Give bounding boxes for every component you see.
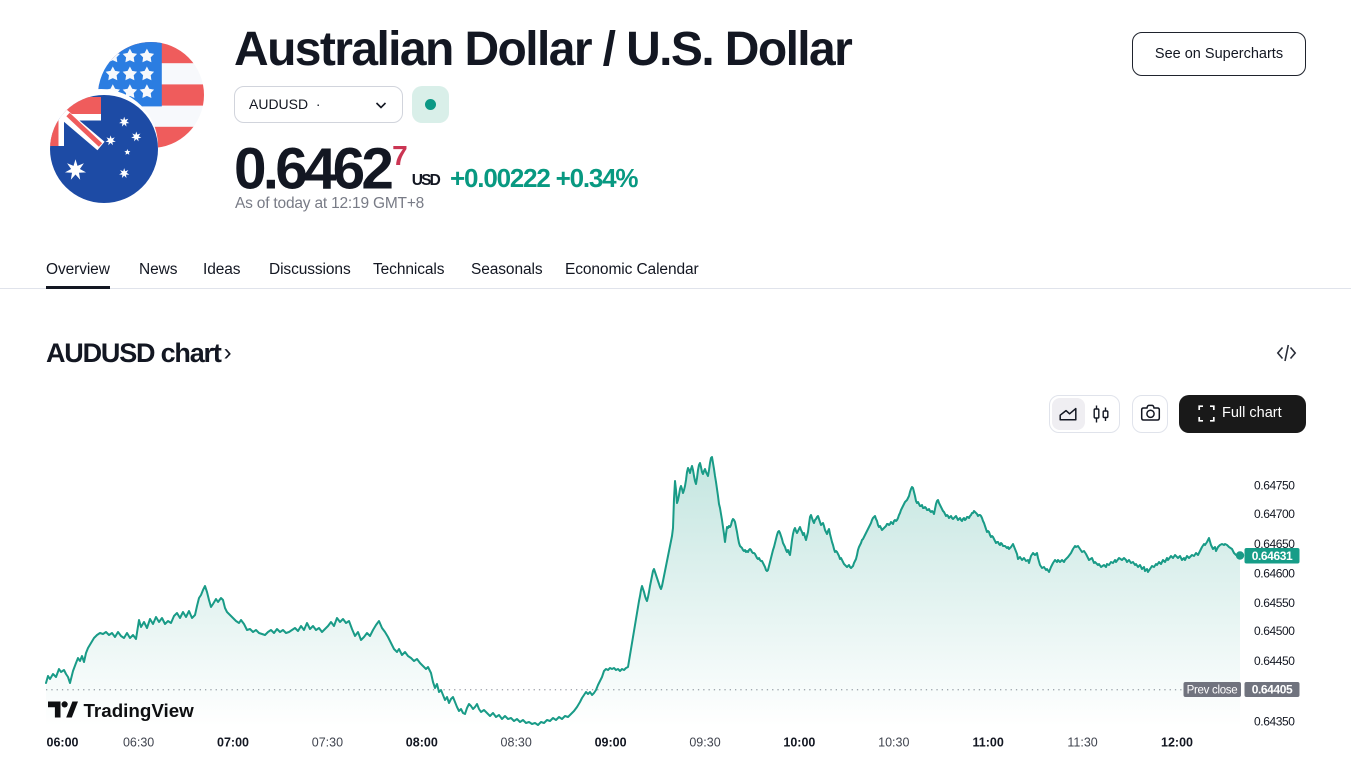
svg-text:08:00: 08:00 [406, 736, 438, 750]
svg-text:11:30: 11:30 [1067, 736, 1097, 750]
svg-text:10:30: 10:30 [878, 736, 909, 750]
svg-text:0.64600: 0.64600 [1254, 567, 1295, 581]
svg-text:Prev close: Prev close [1187, 685, 1238, 697]
svg-text:0.64405: 0.64405 [1252, 683, 1293, 697]
svg-text:07:00: 07:00 [217, 736, 249, 750]
svg-text:TradingView: TradingView [84, 701, 195, 721]
svg-text:10:00: 10:00 [783, 736, 815, 750]
svg-text:09:00: 09:00 [595, 736, 627, 750]
svg-text:0.64750: 0.64750 [1254, 479, 1295, 493]
svg-text:09:30: 09:30 [689, 736, 720, 750]
svg-text:0.64700: 0.64700 [1254, 507, 1295, 521]
svg-text:0.64631: 0.64631 [1252, 549, 1293, 563]
svg-text:12:00: 12:00 [1161, 736, 1193, 750]
svg-text:11:00: 11:00 [973, 736, 1004, 750]
svg-text:06:30: 06:30 [123, 736, 154, 750]
svg-text:06:00: 06:00 [47, 736, 79, 750]
svg-text:07:30: 07:30 [312, 736, 343, 750]
svg-text:0.64450: 0.64450 [1254, 654, 1295, 668]
svg-text:0.64650: 0.64650 [1254, 537, 1295, 551]
svg-text:08:30: 08:30 [501, 736, 532, 750]
svg-text:0.64500: 0.64500 [1254, 624, 1295, 638]
svg-text:0.64350: 0.64350 [1254, 714, 1295, 728]
svg-text:0.64550: 0.64550 [1254, 596, 1295, 610]
